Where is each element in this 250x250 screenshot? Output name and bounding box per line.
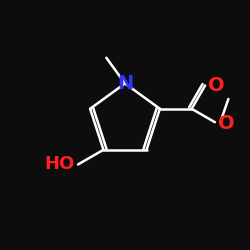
Text: N: N [117,74,133,93]
Text: HO: HO [44,156,74,174]
Text: O: O [218,114,234,133]
Text: O: O [208,76,225,95]
